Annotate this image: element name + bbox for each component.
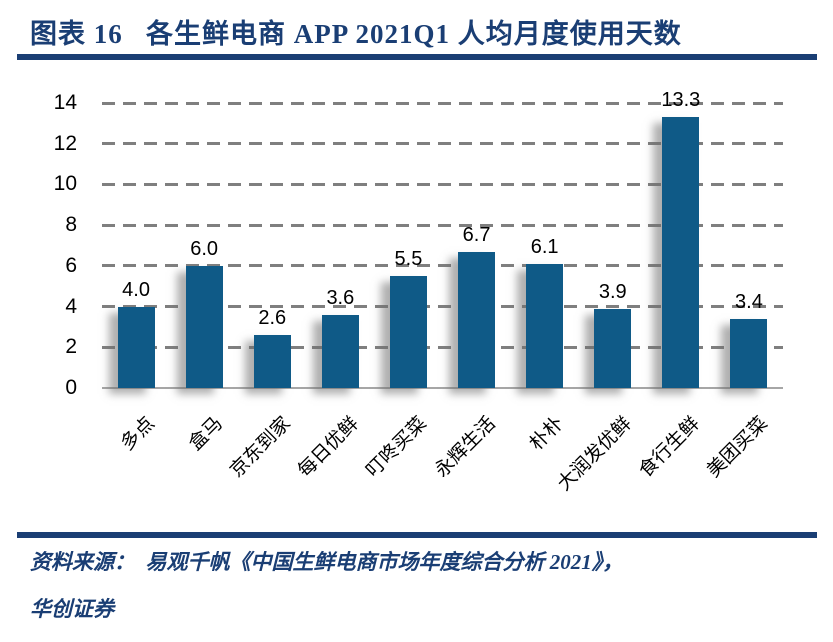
bar — [321, 314, 359, 388]
gridline — [102, 101, 783, 105]
bar-value-label: 6.0 — [190, 237, 219, 260]
footer-divider-rule — [17, 532, 817, 538]
y-tick-label: 4 — [65, 294, 77, 318]
bar — [594, 308, 632, 388]
y-tick-label: 0 — [65, 376, 77, 399]
y-tick-label: 12 — [53, 131, 77, 155]
gridline — [102, 305, 783, 309]
y-tick-label: 6 — [65, 253, 77, 277]
bar-value-label: 5.5 — [394, 248, 423, 271]
bar — [253, 335, 291, 388]
y-tick-label: 14 — [53, 91, 77, 114]
bar-value-label: 2.6 — [258, 307, 287, 330]
y-tick-label: 2 — [65, 335, 77, 359]
gridline — [102, 142, 783, 146]
bar-value-label: 3.6 — [326, 286, 355, 309]
bar — [458, 251, 496, 388]
y-tick-label: 8 — [65, 213, 77, 237]
bar-value-label: 13.3 — [661, 89, 701, 112]
bar — [526, 263, 564, 388]
bar-chart: 0 2 4 6 8 10 12 14 4.0 多点 6.0 盒马 2.6 京东到家 3.6 每日优鲜 5.5 叮咚… — [0, 70, 833, 530]
caption-divider-rule — [17, 54, 817, 60]
bar — [730, 318, 768, 388]
source-note-line2: 华创证券 — [30, 597, 114, 621]
gridline — [102, 182, 783, 186]
bar-value-label: 3.9 — [598, 280, 627, 303]
bar — [389, 276, 427, 388]
bar — [185, 265, 223, 388]
gridline — [102, 264, 783, 268]
figure-caption: 图表 16 各生鲜电商 APP 2021Q1 人均月度使用天数 — [30, 19, 682, 49]
source-note-line1: 资料来源： 易观千帆《中国生鲜电商市场年度综合分析 2021》， — [30, 550, 624, 574]
bar — [662, 117, 700, 388]
gridline — [102, 345, 783, 349]
bar-value-label: 3.4 — [735, 290, 763, 313]
gridline — [102, 223, 783, 227]
y-tick-label: 10 — [53, 172, 77, 196]
bar-value-label: 6.7 — [462, 223, 491, 246]
bar — [117, 306, 155, 388]
bar-value-label: 4.0 — [122, 278, 150, 301]
bar-value-label: 6.1 — [530, 235, 559, 258]
x-axis-line — [102, 387, 783, 389]
